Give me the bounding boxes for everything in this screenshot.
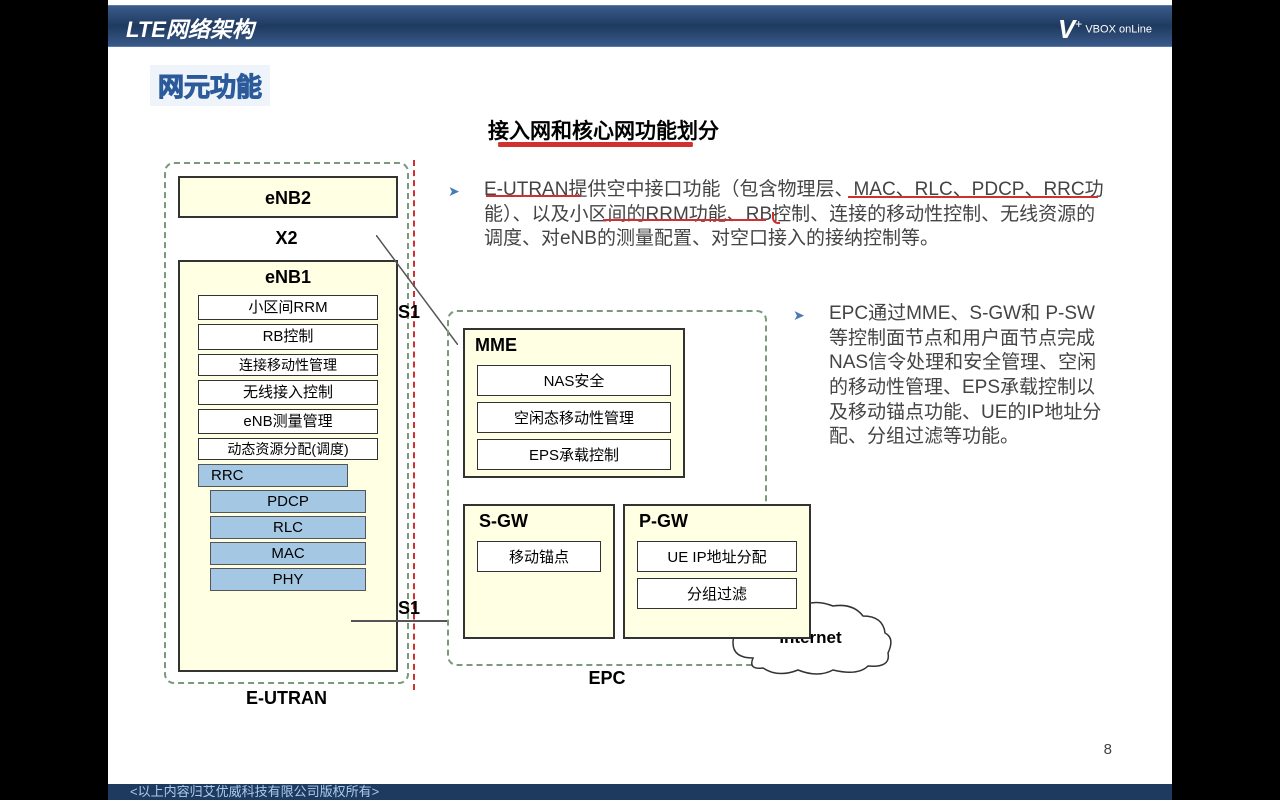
- brand-logo: V+ VBOX onLine: [1058, 14, 1152, 45]
- brand-plus: +: [1075, 17, 1082, 31]
- mme-func: EPS承载控制: [477, 439, 671, 470]
- enb2-node: eNB2: [178, 176, 398, 218]
- enb1-func: 无线接入控制: [198, 380, 378, 405]
- protocol-layer: PHY: [210, 568, 366, 591]
- s1-link-label: S1: [398, 598, 420, 619]
- slide: LTE网络架构 V+ VBOX onLine 网元功能 接入网和核心网功能划分 …: [108, 0, 1172, 800]
- pgw-func: UE IP地址分配: [637, 541, 797, 572]
- eutran-region: eNB2 X2 eNB1 小区间RRM RB控制 连接移动性管理 无线接入控制 …: [164, 162, 409, 684]
- s1-link-line: [351, 620, 448, 622]
- bullet-arrow-icon: ➤: [793, 307, 805, 324]
- enb1-title: eNB1: [180, 262, 396, 291]
- mme-title: MME: [465, 330, 683, 359]
- heading-underline: [498, 142, 693, 145]
- epc-label: EPC: [449, 668, 765, 689]
- enb1-node: eNB1 小区间RRM RB控制 连接移动性管理 无线接入控制 eNB测量管理 …: [178, 260, 398, 672]
- enb1-func: RB控制: [198, 324, 378, 349]
- sgw-node: S-GW 移动锚点: [463, 504, 615, 639]
- sgw-func: 移动锚点: [477, 541, 601, 572]
- bullet-arrow-icon: ➤: [448, 183, 460, 200]
- enb1-func: 连接移动性管理: [198, 354, 378, 376]
- bullet-1-text: E-UTRAN提供空中接口功能（包含物理层、MAC、RLC、PDCP、RRC功能…: [484, 178, 1108, 252]
- pgw-title: P-GW: [625, 506, 809, 535]
- mme-func: 空闲态移动性管理: [477, 402, 671, 433]
- epc-region: MME NAS安全 空闲态移动性管理 EPS承载控制 S-GW 移动锚点 P-G…: [447, 310, 767, 666]
- annotation-mark: [486, 195, 581, 197]
- footer-copyright: <以上内容归艾优威科技有限公司版权所有>: [130, 781, 379, 800]
- pgw-node: P-GW UE IP地址分配 分组过滤: [623, 504, 811, 639]
- page-title: LTE网络架构: [108, 6, 1172, 44]
- x2-link-label: X2: [166, 228, 407, 249]
- bullet-2-text: EPC通过MME、S-GW和 P-SW等控制面节点和用户面节点完成NAS信令处理…: [829, 302, 1108, 450]
- main-heading: 接入网和核心网功能划分: [488, 115, 719, 145]
- enb1-func: 小区间RRM: [198, 295, 378, 320]
- protocol-layer: RRC: [198, 464, 348, 487]
- annotation-mark: [772, 212, 780, 224]
- mme-node: MME NAS安全 空闲态移动性管理 EPS承载控制: [463, 328, 685, 478]
- enb1-func: eNB测量管理: [198, 409, 378, 434]
- header-bar: LTE网络架构 V+ VBOX onLine: [108, 5, 1172, 47]
- annotation-mark: [603, 219, 766, 221]
- s1-link-line: [376, 235, 458, 345]
- pgw-func: 分组过滤: [637, 578, 797, 609]
- mme-func: NAS安全: [477, 365, 671, 396]
- sgw-title: S-GW: [465, 506, 613, 535]
- eutran-label: E-UTRAN: [166, 688, 407, 709]
- protocol-layer: PDCP: [210, 490, 366, 513]
- section-title: 网元功能: [150, 65, 270, 106]
- brand-label: VBOX onLine: [1085, 23, 1152, 35]
- page-number: 8: [1104, 741, 1112, 758]
- brand-v: V: [1058, 14, 1075, 44]
- annotation-mark: [848, 196, 1098, 198]
- protocol-layer: RLC: [210, 516, 366, 539]
- protocol-layer: MAC: [210, 542, 366, 565]
- bullet-2: ➤ EPC通过MME、S-GW和 P-SW等控制面节点和用户面节点完成NAS信令…: [793, 302, 1108, 450]
- enb1-func: 动态资源分配(调度): [198, 438, 378, 460]
